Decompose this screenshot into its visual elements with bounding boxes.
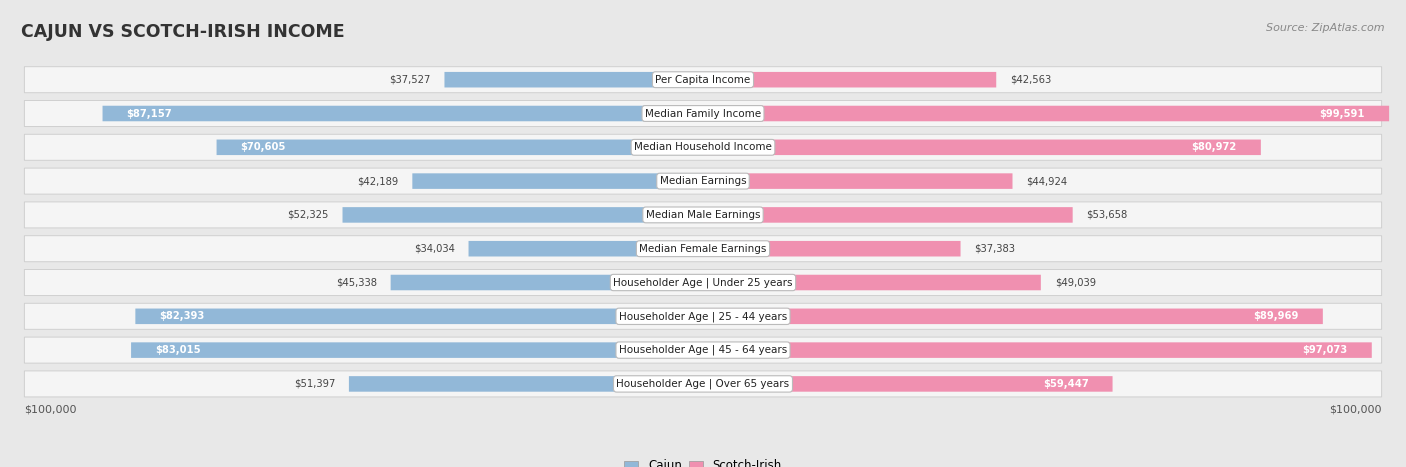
Text: Householder Age | 45 - 64 years: Householder Age | 45 - 64 years (619, 345, 787, 355)
Text: Householder Age | 25 - 44 years: Householder Age | 25 - 44 years (619, 311, 787, 322)
FancyBboxPatch shape (103, 106, 703, 121)
Text: Householder Age | Over 65 years: Householder Age | Over 65 years (616, 379, 790, 389)
Text: $70,605: $70,605 (240, 142, 285, 152)
FancyBboxPatch shape (24, 134, 1382, 160)
FancyBboxPatch shape (703, 309, 1323, 324)
Text: Median Earnings: Median Earnings (659, 176, 747, 186)
FancyBboxPatch shape (703, 140, 1261, 155)
Text: Householder Age | Under 25 years: Householder Age | Under 25 years (613, 277, 793, 288)
FancyBboxPatch shape (703, 241, 960, 256)
FancyBboxPatch shape (468, 241, 703, 256)
Text: $59,447: $59,447 (1043, 379, 1088, 389)
FancyBboxPatch shape (24, 269, 1382, 296)
FancyBboxPatch shape (703, 342, 1372, 358)
FancyBboxPatch shape (24, 168, 1382, 194)
FancyBboxPatch shape (24, 100, 1382, 127)
FancyBboxPatch shape (24, 236, 1382, 262)
Text: $45,338: $45,338 (336, 277, 377, 288)
Text: Median Family Income: Median Family Income (645, 108, 761, 119)
FancyBboxPatch shape (703, 72, 997, 87)
Text: $42,189: $42,189 (357, 176, 398, 186)
Text: $97,073: $97,073 (1302, 345, 1348, 355)
Text: $49,039: $49,039 (1054, 277, 1095, 288)
Text: $52,325: $52,325 (287, 210, 329, 220)
FancyBboxPatch shape (24, 371, 1382, 397)
FancyBboxPatch shape (24, 202, 1382, 228)
Text: $44,924: $44,924 (1026, 176, 1067, 186)
FancyBboxPatch shape (217, 140, 703, 155)
Text: Median Household Income: Median Household Income (634, 142, 772, 152)
Text: $100,000: $100,000 (1329, 404, 1382, 414)
Text: Median Male Earnings: Median Male Earnings (645, 210, 761, 220)
FancyBboxPatch shape (131, 342, 703, 358)
FancyBboxPatch shape (703, 275, 1040, 290)
FancyBboxPatch shape (444, 72, 703, 87)
Text: $89,969: $89,969 (1253, 311, 1299, 321)
Text: $51,397: $51,397 (294, 379, 335, 389)
FancyBboxPatch shape (349, 376, 703, 392)
Text: Source: ZipAtlas.com: Source: ZipAtlas.com (1267, 23, 1385, 33)
Text: $80,972: $80,972 (1191, 142, 1237, 152)
FancyBboxPatch shape (343, 207, 703, 223)
FancyBboxPatch shape (24, 303, 1382, 329)
FancyBboxPatch shape (24, 67, 1382, 93)
FancyBboxPatch shape (391, 275, 703, 290)
Text: $100,000: $100,000 (24, 404, 77, 414)
Text: $42,563: $42,563 (1010, 75, 1052, 85)
FancyBboxPatch shape (703, 207, 1073, 223)
FancyBboxPatch shape (135, 309, 703, 324)
Text: CAJUN VS SCOTCH-IRISH INCOME: CAJUN VS SCOTCH-IRISH INCOME (21, 23, 344, 42)
Text: $99,591: $99,591 (1319, 108, 1365, 119)
Legend: Cajun, Scotch-Irish: Cajun, Scotch-Irish (624, 460, 782, 467)
FancyBboxPatch shape (703, 376, 1112, 392)
Text: Median Female Earnings: Median Female Earnings (640, 244, 766, 254)
Text: $37,527: $37,527 (389, 75, 430, 85)
FancyBboxPatch shape (703, 173, 1012, 189)
FancyBboxPatch shape (703, 106, 1389, 121)
FancyBboxPatch shape (24, 337, 1382, 363)
Text: $53,658: $53,658 (1087, 210, 1128, 220)
Text: $37,383: $37,383 (974, 244, 1015, 254)
Text: Per Capita Income: Per Capita Income (655, 75, 751, 85)
Text: $87,157: $87,157 (127, 108, 173, 119)
Text: $83,015: $83,015 (155, 345, 201, 355)
Text: $34,034: $34,034 (413, 244, 454, 254)
Text: $82,393: $82,393 (159, 311, 205, 321)
FancyBboxPatch shape (412, 173, 703, 189)
